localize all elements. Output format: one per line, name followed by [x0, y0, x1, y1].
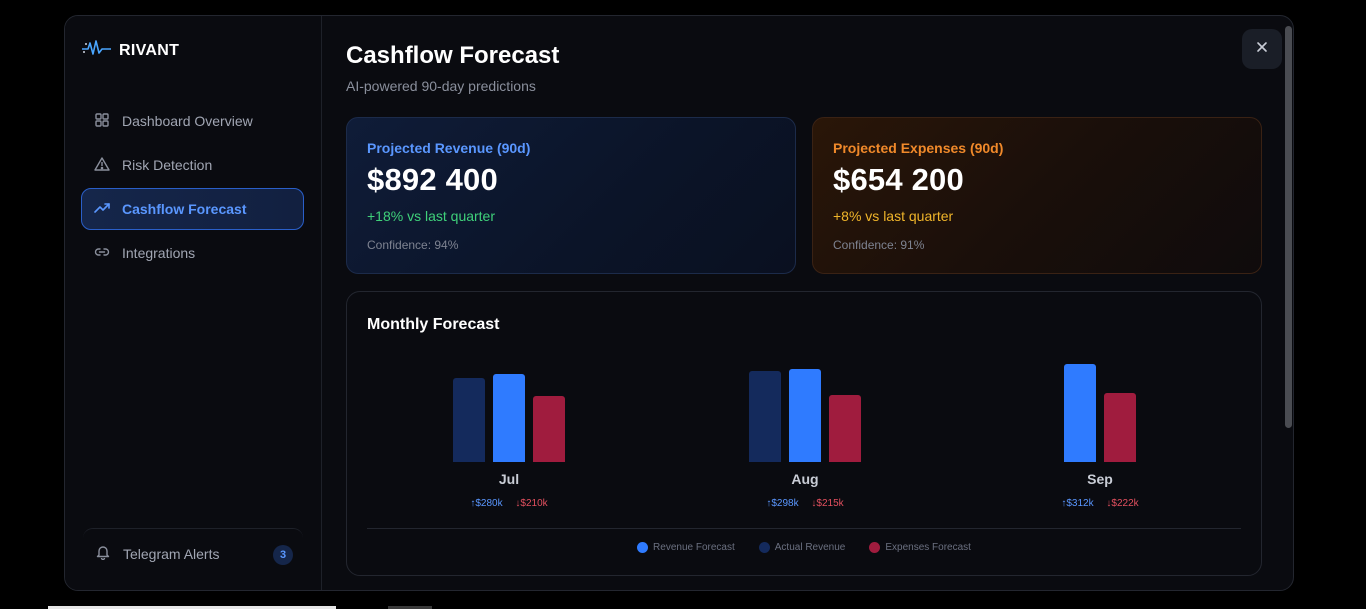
close-icon [1256, 40, 1268, 58]
revenue-label: Projected Revenue (90d) [367, 140, 531, 156]
legend-actual-revenue: Actual Revenue [758, 542, 846, 553]
taskbar-strip [48, 606, 336, 609]
sidebar-item-integrations[interactable]: Integrations [81, 232, 304, 274]
expense-stat: ↓$215k [811, 498, 844, 509]
telegram-alerts-button[interactable]: Telegram Alerts 3 [83, 528, 303, 578]
grid-icon [94, 112, 110, 131]
link-icon [94, 244, 110, 263]
sidebar-item-label: Cashflow Forecast [122, 201, 247, 217]
expenses-confidence: Confidence: 91% [833, 238, 925, 252]
expenses-label: Projected Expenses (90d) [833, 140, 1004, 156]
telegram-alerts-label: Telegram Alerts [123, 545, 220, 562]
revenue-value: $892 400 [367, 162, 498, 197]
month-stats: ↑$312k ↓$222k [1000, 498, 1200, 509]
expenses-forecast-bar [533, 396, 565, 462]
legend-expenses-forecast: Expenses Forecast [869, 542, 971, 553]
revenue-forecast-bar [493, 374, 525, 462]
sidebar: RIVANT Dashboard Overview Risk De [65, 16, 322, 590]
sidebar-item-cashflow-forecast[interactable]: Cashflow Forecast [81, 188, 304, 230]
legend-label: Revenue Forecast [653, 542, 735, 553]
bell-icon [95, 544, 111, 563]
expenses-value: $654 200 [833, 162, 964, 197]
close-button[interactable] [1242, 29, 1282, 69]
main-content: Cashflow Forecast AI-powered 90-day pred… [323, 16, 1293, 590]
scrollbar-thumb[interactable] [1285, 26, 1292, 428]
expenses-forecast-bar [829, 395, 861, 462]
revenue-forecast-bar [1064, 364, 1096, 462]
expenses-forecast-bar [1104, 393, 1136, 462]
month-label: Sep [1087, 471, 1113, 487]
month-group-aug: Aug ↑$298k ↓$215k [705, 352, 905, 522]
actual-revenue-bar [453, 378, 485, 462]
chart-legend: Revenue Forecast Actual Revenue Expenses… [347, 542, 1261, 553]
legend-dot [869, 542, 881, 553]
month-bars [1000, 352, 1200, 462]
page-subtitle: AI-powered 90-day predictions [346, 78, 536, 94]
sidebar-item-label: Integrations [122, 245, 196, 261]
sidebar-item-dashboard-overview[interactable]: Dashboard Overview [81, 100, 304, 142]
legend-label: Expenses Forecast [885, 542, 971, 553]
sidebar-nav: Dashboard Overview Risk Detection Cashfl… [81, 100, 304, 276]
month-stats: ↑$280k ↓$210k [409, 498, 609, 509]
forecast-title: Monthly Forecast [367, 316, 500, 333]
expenses-change: +8% vs last quarter [833, 208, 954, 224]
page-title: Cashflow Forecast [346, 42, 560, 69]
legend-dot [758, 542, 770, 553]
month-label: Jul [498, 471, 520, 487]
cashflow-modal: RIVANT Dashboard Overview Risk De [64, 15, 1294, 591]
warning-icon [94, 156, 110, 175]
legend-label: Actual Revenue [774, 542, 846, 553]
sidebar-item-label: Risk Detection [122, 157, 213, 173]
legend-divider [367, 528, 1241, 529]
trend-up-icon [94, 200, 110, 219]
revenue-forecast-bar [789, 369, 821, 462]
projected-expenses-card: Projected Expenses (90d) $654 200 +8% vs… [812, 117, 1262, 274]
revenue-stat: ↑$280k [470, 498, 503, 509]
expense-stat: ↓$210k [515, 498, 548, 509]
sidebar-item-risk-detection[interactable]: Risk Detection [81, 144, 304, 186]
revenue-stat: ↑$298k [766, 498, 799, 509]
revenue-stat: ↑$312k [1061, 498, 1094, 509]
brand[interactable]: RIVANT [81, 38, 179, 63]
projected-revenue-card: Projected Revenue (90d) $892 400 +18% vs… [346, 117, 796, 274]
actual-revenue-bar [749, 371, 781, 462]
legend-revenue-forecast: Revenue Forecast [637, 542, 735, 553]
month-group-sep: Sep ↑$312k ↓$222k [1000, 352, 1200, 522]
expense-stat: ↓$222k [1106, 498, 1139, 509]
pulse-logo-icon [81, 38, 113, 63]
revenue-change: +18% vs last quarter [367, 208, 496, 224]
taskbar-strip [388, 606, 432, 609]
sidebar-item-label: Dashboard Overview [122, 113, 253, 129]
month-group-jul: Jul ↑$280k ↓$210k [409, 352, 609, 522]
alerts-count-badge: 3 [273, 545, 293, 565]
revenue-confidence: Confidence: 94% [367, 238, 459, 252]
month-stats: ↑$298k ↓$215k [705, 498, 905, 509]
brand-name: RIVANT [119, 41, 180, 59]
month-bars [409, 352, 609, 462]
month-label: Aug [791, 471, 819, 487]
monthly-forecast-panel: Monthly Forecast Jul ↑$280k ↓$210k Aug ↑… [346, 291, 1262, 576]
month-bars [705, 352, 905, 462]
legend-dot [637, 542, 649, 553]
